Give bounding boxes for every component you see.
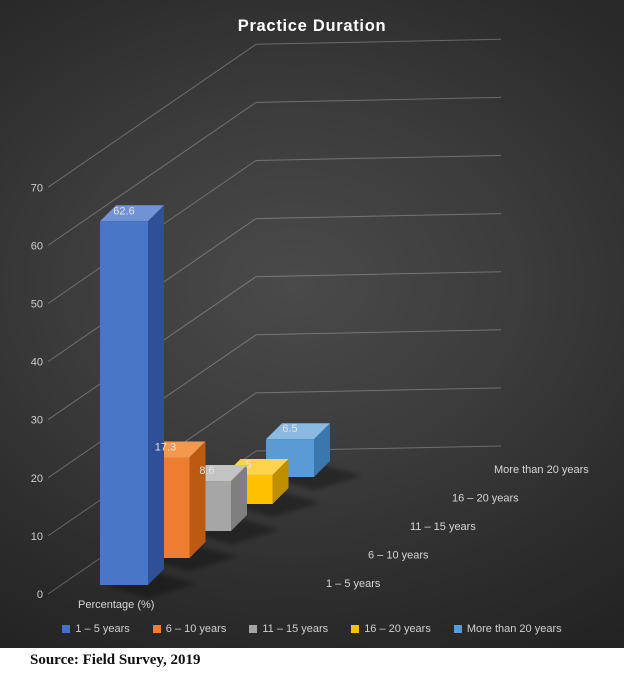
data-label-More than 20 years: 6.5 [282,423,297,435]
y-tick-50: 50 [31,299,43,311]
bar-shadow [147,545,238,571]
data-label-6 – 10 years: 17.3 [155,441,176,453]
legend-swatch-icon [351,625,360,633]
y-tick-40: 40 [31,357,43,369]
legend: 1 – 5 years 6 – 10 years 11 – 15 years 16 –… [0,623,624,635]
category-label-More than 20 years: More than 20 years [494,464,589,476]
legend-item-11 – 15 years: 11 – 15 years [249,623,328,635]
source-strip: Source: Field Survey, 2019 [0,648,624,679]
bar-front-face [100,221,148,585]
chart-canvas: 0 10 20 30 40 50 60 70 62.6 17.3 8.6 5 6.5 1 – 5 year… [30,38,590,601]
bar-More than 20 years [266,423,330,477]
legend-label: 6 – 10 years [165,623,227,635]
y-tick-0: 0 [37,589,43,601]
legend-label: 11 – 15 years [262,623,329,635]
data-label-11 – 15 years: 8.6 [199,465,214,477]
bar-shadow [189,518,279,544]
bar-top-face [266,423,330,440]
category-label-6 – 10 years: 6 – 10 years [368,550,429,562]
bar-side-face [189,441,206,558]
legend-swatch-icon [62,625,71,633]
gridline-70 [47,38,502,188]
chart-title: Practice Duration [237,17,387,35]
bar-shadows [106,464,362,598]
bar-shadow [106,572,196,598]
legend-swatch-icon [249,625,258,633]
category-label-1 – 5 years: 1 – 5 years [326,578,381,590]
bar-side-face [314,423,330,477]
legend-item-1 – 5 years: 1 – 5 years [62,623,130,635]
data-label-1 – 5 years: 62.6 [113,205,134,217]
bars [100,205,330,585]
bar-shadow [230,491,321,517]
gridline-60 [47,96,502,246]
bar-side-face [231,465,247,531]
data-label-16 – 20 years: 5 [245,459,251,471]
legend-label: 16 – 20 years [364,623,431,635]
bar-1 – 5 years [100,205,164,585]
category-label-11 – 15 years: 11 – 15 years [410,521,476,533]
data-labels: 62.6 17.3 8.6 5 6.5 [113,205,297,477]
category-label-16 – 20 years: 16 – 20 years [452,493,519,505]
source-text: Source: Field Survey, 2019 [30,652,201,668]
bar-top-face [100,205,164,222]
legend-swatch-icon [152,625,161,633]
category-labels: 1 – 5 years 6 – 10 years 11 – 15 years 16 –… [326,464,589,590]
y-tick-10: 10 [31,531,43,543]
chart-panel: Practice Duration 0 10 20 30 40 50 60 70 62.6 17.… [0,0,624,648]
bar-shadow [272,464,362,490]
y-tick-70: 70 [31,182,43,194]
y-tick-60: 60 [31,240,43,252]
y-tick-20: 20 [31,473,43,485]
legend-item-More than 20 years: More than 20 years [453,623,562,635]
legend-label: 1 – 5 years [75,623,130,635]
legend-swatch-icon [453,625,462,633]
legend-item-6 – 10 years: 6 – 10 years [152,623,227,635]
value-axis-title: Percentage (%) [78,599,155,611]
bar-side-face [148,205,164,585]
y-tick-30: 30 [31,415,43,427]
bar-side-face [272,458,289,504]
legend-item-16 – 20 years: 16 – 20 years [351,623,431,635]
legend-label: More than 20 years [466,623,562,635]
